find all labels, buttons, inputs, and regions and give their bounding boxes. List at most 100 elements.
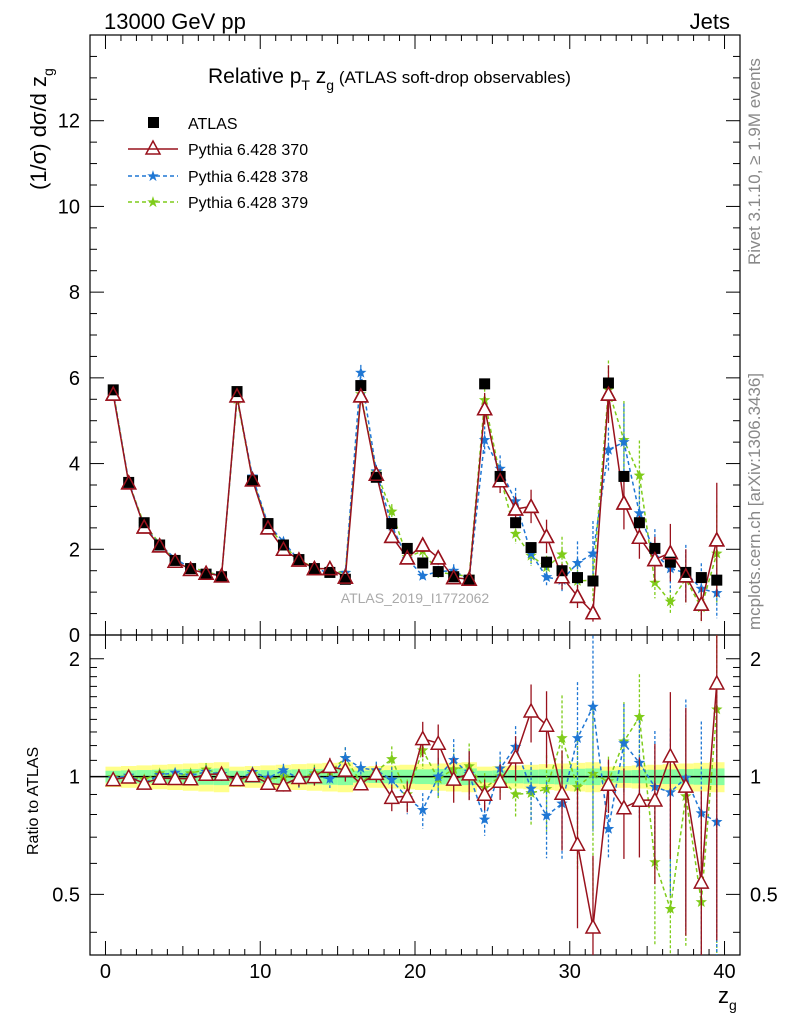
y-tick-label: 8 bbox=[69, 282, 80, 304]
ratio-marker-triangle bbox=[290, 768, 308, 785]
ratio-marker-star bbox=[664, 903, 677, 914]
ratio-marker-triangle bbox=[352, 775, 370, 791]
marker-star bbox=[494, 462, 506, 474]
marker-triangle-overlay bbox=[507, 500, 524, 516]
ratio-tick-label-right: 2 bbox=[750, 649, 761, 671]
data-point-atlas bbox=[664, 556, 676, 568]
marker-star bbox=[417, 569, 429, 581]
data-point-atlas bbox=[308, 563, 320, 575]
data-point-atlas bbox=[602, 377, 614, 389]
legend: ATLAS Pythia 6.428 370 ★ Pythia 6.428 37… bbox=[128, 116, 308, 212]
x-tick-label: 40 bbox=[713, 961, 735, 983]
legend-entry-atlas: ATLAS bbox=[148, 116, 238, 133]
legend-marker-pythia-370 bbox=[144, 139, 162, 155]
ratio-marker-star bbox=[339, 752, 352, 763]
data-point-atlas bbox=[479, 378, 491, 390]
legend-label-pythia-378: Pythia 6.428 378 bbox=[188, 169, 308, 186]
legend-entry-pythia-370: Pythia 6.428 370 bbox=[128, 139, 308, 159]
marker-triangle bbox=[646, 550, 664, 567]
ratio-marker-triangle bbox=[553, 784, 571, 800]
marker-triangle-overlay bbox=[522, 497, 540, 514]
data-point-atlas bbox=[370, 471, 382, 483]
legend-marker-pythia-379: ★ bbox=[146, 193, 159, 211]
marker-triangle-overlay bbox=[120, 474, 137, 490]
marker-star bbox=[478, 434, 491, 445]
data-point-atlas bbox=[417, 557, 429, 569]
data-point-atlas bbox=[277, 539, 289, 551]
marker-triangle-overlay bbox=[104, 385, 122, 401]
data-point-atlas bbox=[154, 539, 166, 551]
ratio-marker-triangle bbox=[321, 757, 339, 774]
data-point-atlas bbox=[649, 542, 661, 554]
ratio-marker-star bbox=[355, 762, 367, 773]
ratio-marker-star bbox=[478, 813, 491, 825]
ratio-plot-frame bbox=[89, 634, 741, 956]
marker-triangle-overlay bbox=[429, 549, 447, 565]
ratio-marker-star bbox=[324, 772, 336, 784]
ratio-marker-triangle bbox=[306, 767, 323, 784]
marker-triangle-overlay bbox=[213, 567, 230, 583]
y-tick-label: 6 bbox=[69, 368, 80, 390]
marker-triangle-overlay bbox=[693, 595, 710, 611]
ratio-marker-triangle bbox=[337, 761, 354, 777]
ratio-marker-triangle bbox=[507, 748, 524, 764]
data-point-atlas bbox=[247, 475, 258, 487]
marker-triangle-overlay bbox=[290, 551, 308, 567]
data-point-atlas bbox=[231, 386, 243, 398]
ratio-marker-triangle bbox=[460, 765, 478, 781]
data-point-atlas bbox=[618, 470, 630, 482]
ratio-marker-triangle bbox=[182, 770, 199, 786]
data-point-atlas bbox=[525, 542, 537, 554]
marker-triangle bbox=[708, 531, 726, 547]
marker-triangle-overlay bbox=[414, 536, 431, 552]
legend-label-pythia-370: Pythia 6.428 370 bbox=[188, 142, 308, 159]
marker-triangle-overlay bbox=[491, 472, 509, 488]
y-axis-label: (1/σ) dσ/d zg bbox=[26, 68, 56, 190]
marker-triangle-overlay bbox=[352, 387, 370, 403]
marker-triangle-overlay bbox=[244, 471, 261, 487]
marker-triangle-overlay bbox=[135, 518, 153, 534]
marker-star bbox=[618, 436, 630, 447]
marker-triangle-overlay bbox=[445, 568, 462, 585]
marker-triangle-overlay bbox=[646, 550, 664, 567]
data-point-atlas bbox=[448, 571, 460, 583]
marker-triangle-overlay bbox=[677, 567, 695, 583]
ratio-marker-triangle bbox=[491, 772, 509, 788]
y-tick-label: 0 bbox=[69, 625, 80, 647]
ratio-marker-star bbox=[277, 764, 290, 776]
data-point-atlas bbox=[324, 566, 336, 578]
marker-star bbox=[633, 507, 646, 519]
marker-triangle bbox=[429, 549, 447, 565]
ratio-marker-triangle bbox=[600, 775, 617, 792]
marker-triangle-overlay bbox=[259, 519, 277, 535]
x-axis-label: zg bbox=[718, 983, 737, 1013]
marker-star bbox=[355, 366, 367, 378]
ratio-marker-triangle bbox=[615, 799, 633, 815]
ratio-marker-triangle bbox=[104, 770, 122, 787]
data-point-atlas bbox=[339, 573, 351, 585]
marker-triangle-overlay bbox=[538, 527, 555, 544]
y-tick-label: 10 bbox=[58, 196, 80, 218]
data-point-atlas bbox=[355, 380, 367, 392]
analysis-watermark: ATLAS_2019_I1772062 bbox=[341, 590, 490, 606]
data-point-atlas bbox=[107, 384, 119, 396]
ratio-marker-triangle bbox=[120, 768, 137, 784]
x-tick-label: 0 bbox=[100, 961, 111, 983]
ratio-marker-triangle bbox=[476, 785, 493, 802]
marker-triangle bbox=[631, 528, 648, 545]
marker-star bbox=[664, 595, 677, 607]
marker-triangle-overlay bbox=[631, 528, 648, 545]
marker-triangle-overlay bbox=[275, 540, 292, 557]
data-point-atlas bbox=[463, 574, 475, 586]
marker-triangle-overlay bbox=[337, 568, 354, 584]
ratio-tick-label-left: 2 bbox=[69, 649, 80, 671]
marker-triangle-overlay bbox=[228, 387, 246, 403]
x-tick-label: 30 bbox=[559, 961, 581, 983]
marker-triangle bbox=[414, 536, 431, 552]
data-point-atlas bbox=[711, 574, 723, 586]
ratio-marker-star bbox=[432, 770, 444, 782]
chart-title: Relative pT zg (ATLAS soft-drop observab… bbox=[208, 65, 571, 93]
x-tick-label: 10 bbox=[249, 961, 271, 983]
ratio-marker-triangle bbox=[631, 791, 648, 807]
